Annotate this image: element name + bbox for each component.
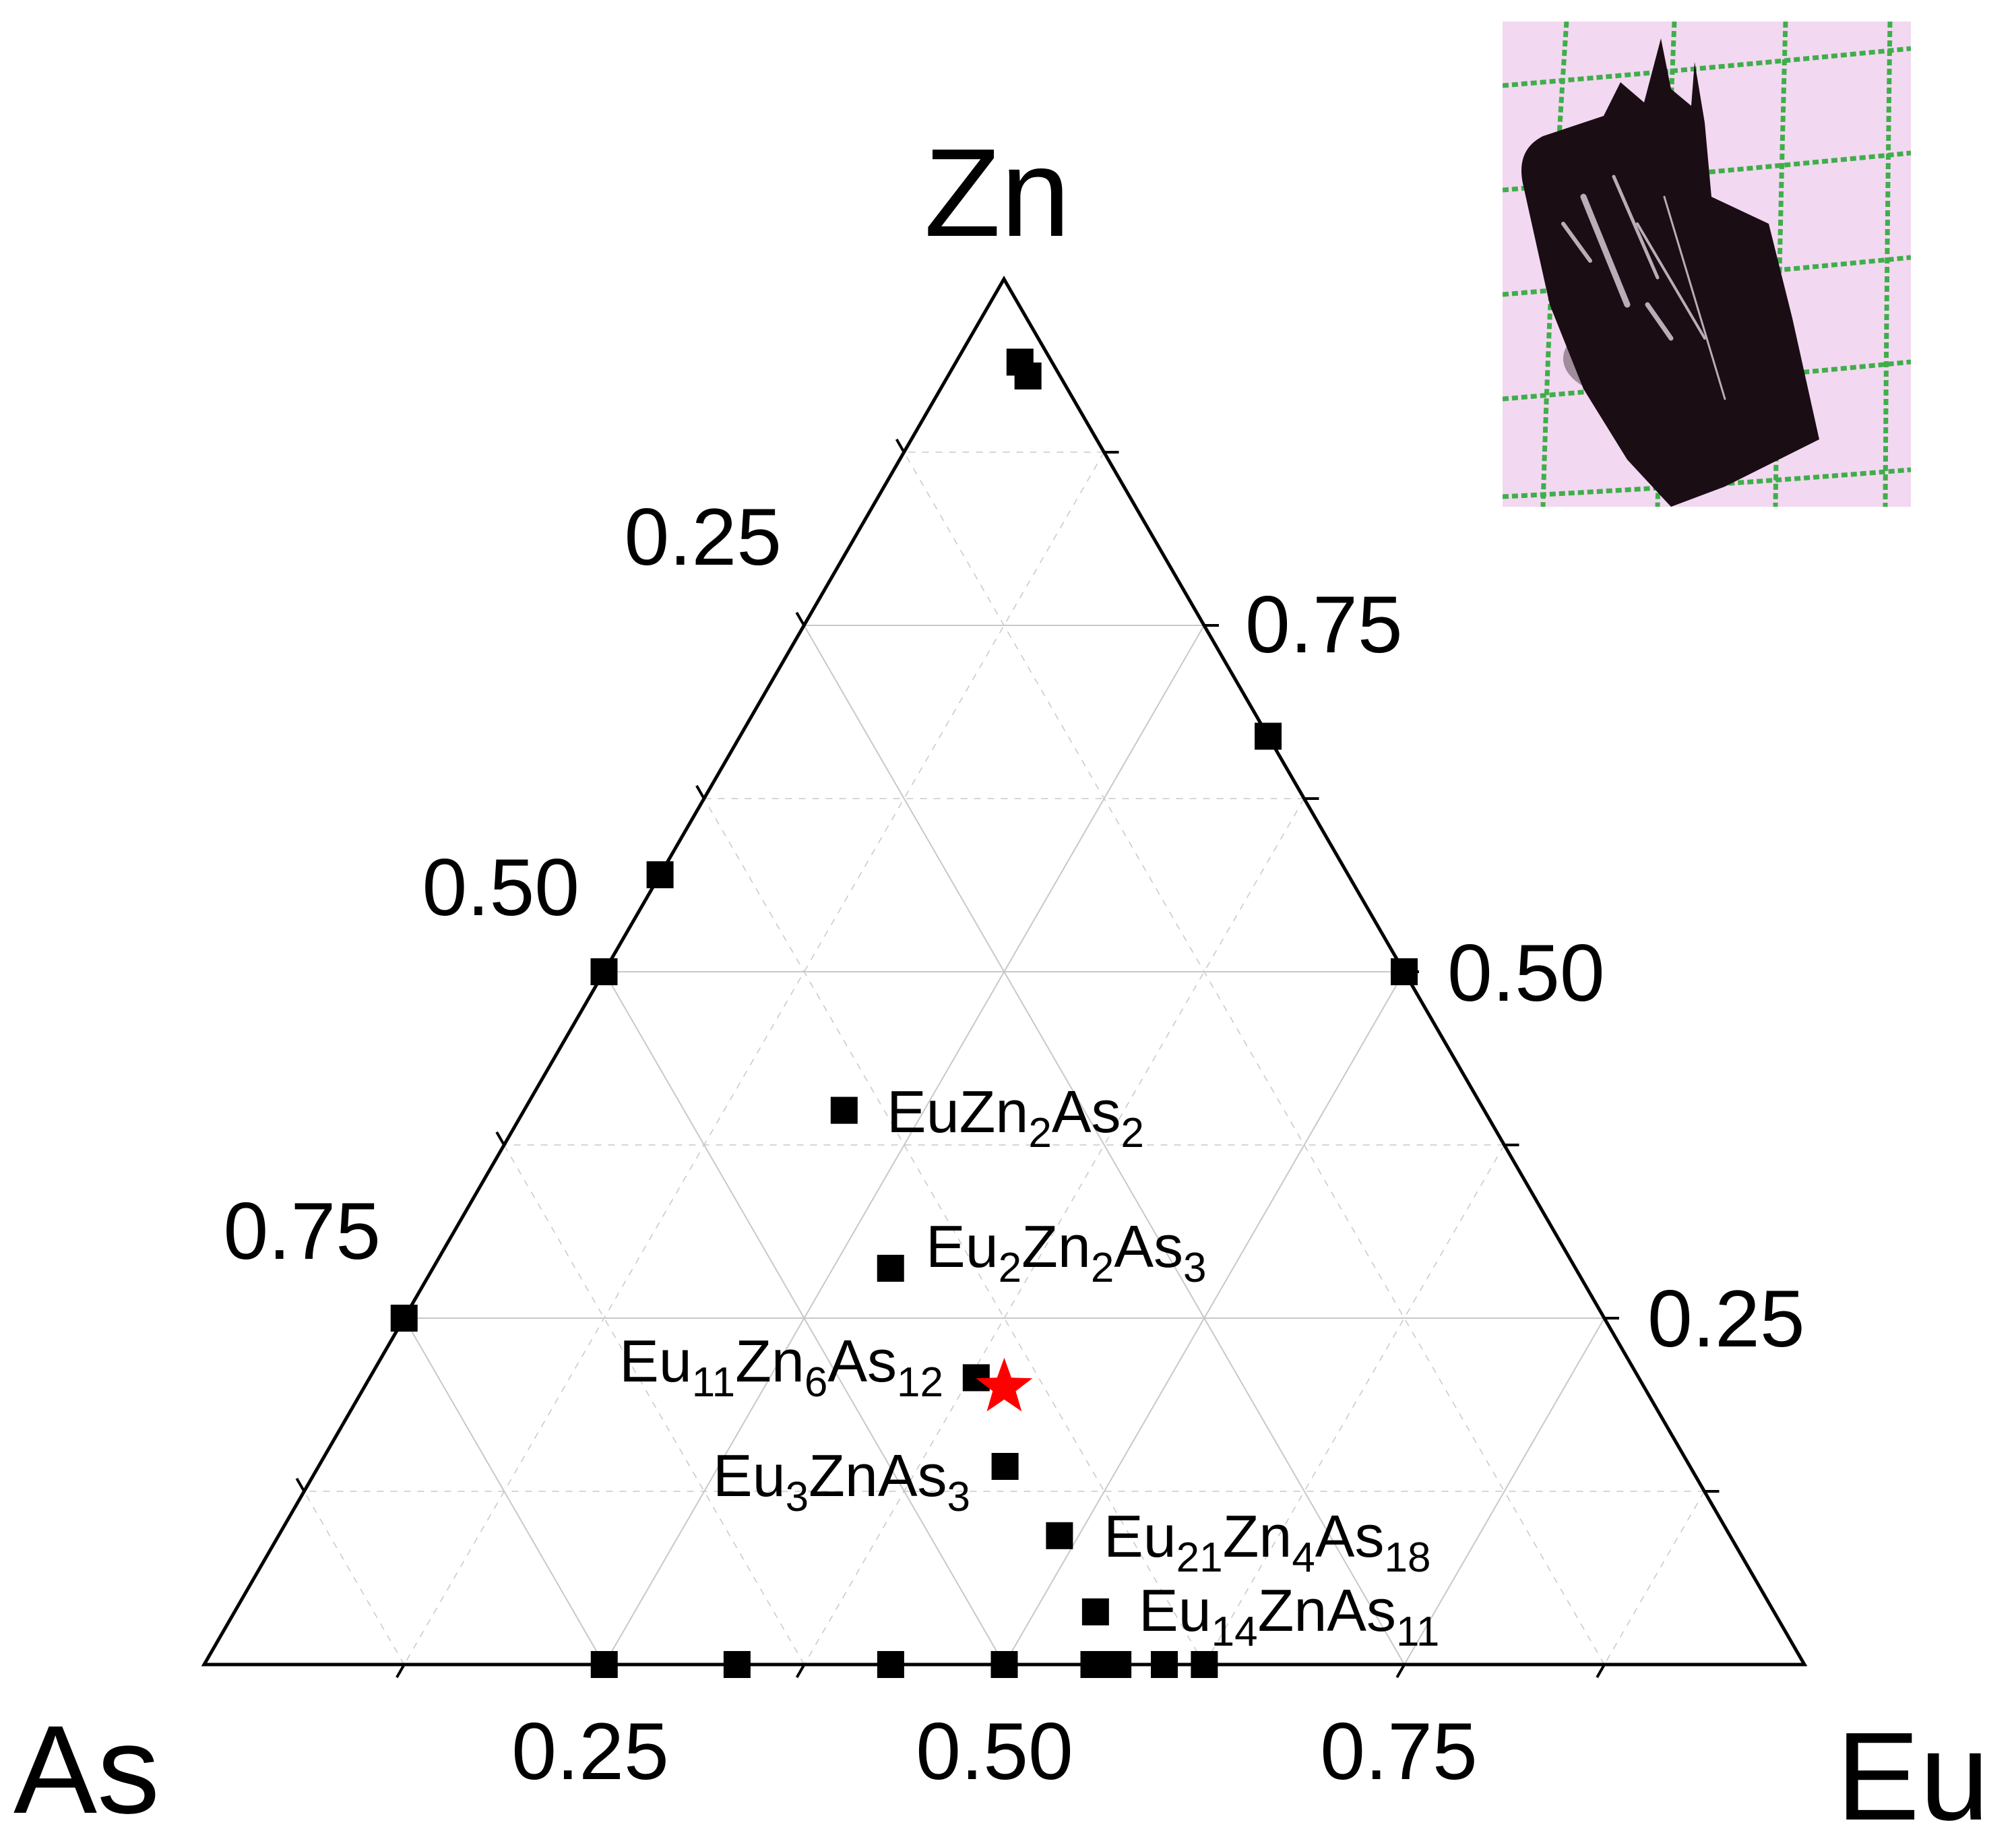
data-point-19 (1104, 1651, 1132, 1678)
corner-label-top: Zn (924, 123, 1070, 263)
minor-grid-line-eu (1203, 1144, 1505, 1665)
minor-grid-line-as (303, 1491, 405, 1665)
label-EuZn2As2: EuZn2As2 (887, 1078, 1144, 1156)
eu-tick-label-0.25: 0.25 (511, 1706, 669, 1797)
data-point-6 (390, 1305, 418, 1332)
as-tick-label-0.50: 0.50 (422, 842, 579, 933)
tick-mark-as (295, 1477, 306, 1492)
grid-line-eu (1404, 1317, 1605, 1665)
crystal-photo (1503, 22, 1911, 507)
tick-mark-eu (396, 1664, 406, 1679)
crystal-highlights (1561, 175, 1726, 400)
data-point-18 (1080, 1651, 1108, 1678)
eu-tick-label-0.75: 0.75 (1320, 1706, 1478, 1797)
data-point-21 (1191, 1651, 1218, 1678)
data-point-4 (646, 861, 674, 889)
data-point-9 (962, 1364, 990, 1392)
data-point-15 (723, 1651, 751, 1678)
as-tick-label-0.25: 0.25 (624, 492, 782, 582)
label-Eu2Zn2As3: Eu2Zn2As3 (926, 1213, 1207, 1291)
minor-grid-line-eu (404, 452, 1105, 1665)
data-point-12 (1046, 1522, 1073, 1549)
minor-grid-line-eu (1604, 1491, 1705, 1665)
tick-mark-eu (1596, 1664, 1606, 1679)
label-Eu11Zn6As12: Eu11Zn6As12 (619, 1328, 943, 1406)
minor-grid-line-eu (803, 798, 1305, 1665)
label-Eu21Zn4As18: Eu21Zn4As18 (1104, 1503, 1430, 1581)
zn-tick-label-0.50: 0.50 (1447, 928, 1605, 1018)
data-point-2 (1255, 722, 1282, 750)
tick-mark-as (795, 611, 805, 626)
data-point-17 (990, 1651, 1018, 1678)
data-point-7 (830, 1096, 858, 1124)
data-point-11 (991, 1452, 1019, 1480)
as-tick-label-0.75: 0.75 (223, 1186, 381, 1276)
data-point-8 (877, 1254, 904, 1282)
zn-tick-label-0.75: 0.75 (1245, 580, 1403, 670)
minor-grid-line-as (703, 798, 1205, 1665)
tick-mark-as (695, 784, 705, 799)
tick-mark-as (895, 438, 906, 453)
label-Eu14ZnAs11: Eu14ZnAs11 (1139, 1577, 1439, 1655)
grid-lines (303, 452, 1705, 1665)
data-point-14 (590, 1651, 618, 1678)
grid-line-as (803, 625, 1406, 1665)
corner-label-right: Eu (1836, 1707, 1990, 1833)
zn-tick-label-0.25: 0.25 (1647, 1274, 1805, 1364)
tick-mark-eu (1395, 1664, 1406, 1679)
minor-grid-line-as (903, 452, 1605, 1665)
data-point-16 (877, 1651, 904, 1678)
tick-mark-eu (795, 1664, 806, 1679)
grid-line-as (603, 971, 1005, 1665)
crystal (1521, 38, 1819, 507)
minor-grid-line-as (503, 1144, 805, 1665)
tick-mark-as (495, 1131, 505, 1146)
label-Eu3ZnAs3: Eu3ZnAs3 (713, 1442, 970, 1520)
data-point-1 (1014, 362, 1042, 390)
data-point-star (976, 1357, 1033, 1412)
data-point-3 (1391, 958, 1418, 985)
data-point-5 (590, 958, 618, 985)
data-points (390, 348, 1418, 1678)
data-point-13 (1081, 1598, 1109, 1625)
corner-label-left: As (13, 1700, 160, 1833)
data-point-20 (1151, 1651, 1178, 1678)
eu-tick-label-0.50: 0.50 (916, 1706, 1073, 1797)
